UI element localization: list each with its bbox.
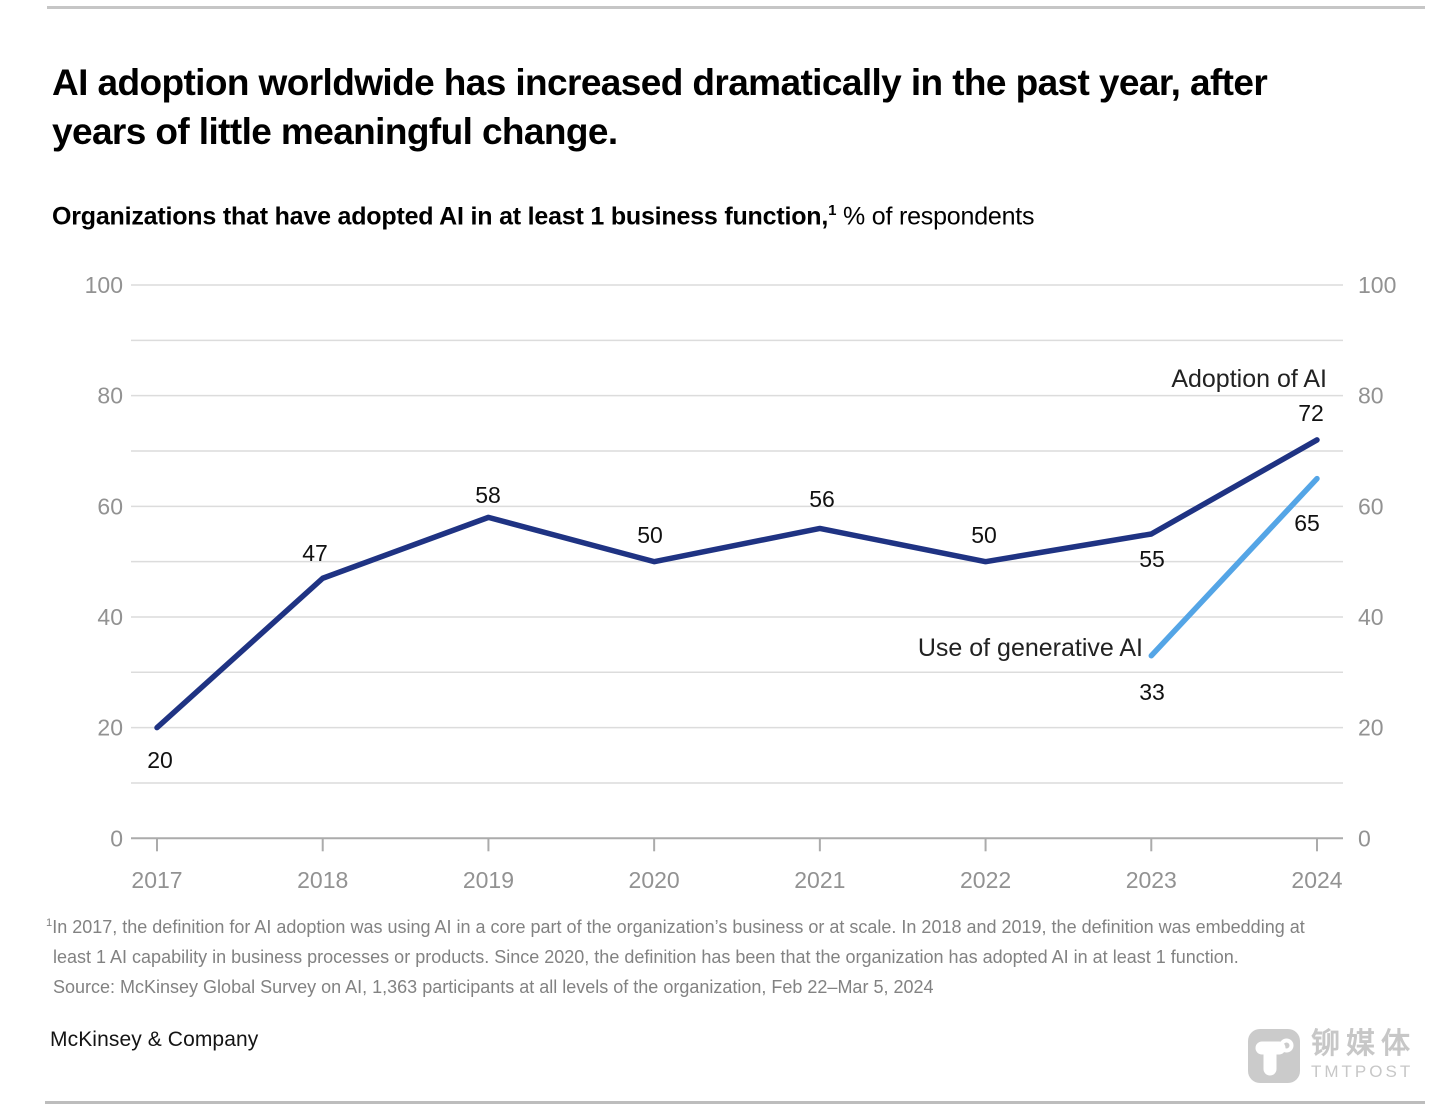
subtitle-bold: Organizations that have adopted AI in at…	[52, 202, 829, 231]
y-axis-label-left: 100	[85, 272, 123, 298]
y-axis-label-left: 80	[97, 383, 123, 409]
data-label: 50	[637, 522, 663, 548]
title-line-2: years of little meaningful change.	[52, 111, 618, 152]
y-axis-label-left: 0	[110, 825, 123, 851]
chart-subtitle: Organizations that have adopted AI in at…	[52, 202, 1402, 231]
data-label: 20	[147, 747, 173, 773]
data-label: 56	[809, 486, 835, 512]
x-axis-label: 2020	[629, 867, 680, 893]
footnote-marker: 1	[46, 917, 53, 929]
y-axis-label-left: 60	[97, 493, 123, 519]
y-axis-label-right: 100	[1358, 272, 1396, 298]
series-line-adoption-of-ai	[154, 437, 1320, 731]
footnote-line-2: least 1 AI capability in business proces…	[53, 947, 1239, 967]
data-label: 47	[302, 540, 328, 566]
subtitle-units: % of respondents	[836, 202, 1035, 231]
subtitle-footnote-marker: 1	[828, 202, 837, 219]
x-axis-label: 2021	[794, 867, 845, 893]
y-axis-label-right: 20	[1358, 715, 1384, 741]
footnote-line-1: 1In 2017, the definition for AI adoption…	[46, 917, 1305, 937]
mckinsey-brand-label: McKinsey & Company	[50, 1028, 259, 1051]
y-axis-label-right: 0	[1358, 825, 1371, 851]
tmtpost-watermark: 铆媒体 TMTPOST	[1248, 1029, 1416, 1083]
data-label: 58	[475, 482, 501, 508]
data-label: 55	[1139, 546, 1165, 572]
tmtpost-english-name: TMTPOST	[1311, 1062, 1414, 1081]
data-label: 72	[1298, 400, 1324, 426]
page-title: AI adoption worldwide has increased dram…	[52, 58, 1402, 156]
title-line-1: AI adoption worldwide has increased dram…	[52, 62, 1268, 103]
x-axis-label: 2018	[297, 867, 348, 893]
top-divider	[47, 6, 1425, 9]
data-label: 33	[1139, 679, 1165, 705]
x-axis-label: 2024	[1291, 867, 1342, 893]
x-axis-label: 2023	[1126, 867, 1177, 893]
bottom-divider	[45, 1101, 1425, 1104]
y-axis-label-left: 40	[97, 604, 123, 630]
tmtpost-logo-text: 铆媒体 TMTPOST	[1311, 1029, 1416, 1083]
x-axis-label: 2019	[463, 867, 514, 893]
y-axis-label-left: 20	[97, 715, 123, 741]
x-axis-label: 2022	[960, 867, 1011, 893]
footnote-line-3: Source: McKinsey Global Survey on AI, 1,…	[53, 977, 934, 997]
series-label: Adoption of AI	[1171, 365, 1327, 393]
data-label: 50	[971, 522, 997, 548]
series-line-use-of-generative-ai	[1148, 475, 1320, 659]
y-axis-label-right: 40	[1358, 604, 1384, 630]
y-axis-label-right: 80	[1358, 383, 1384, 409]
chart-footnote: 1In 2017, the definition for AI adoption…	[46, 908, 1406, 1002]
tmtpost-logo-icon	[1248, 1029, 1300, 1083]
x-axis-label: 2017	[131, 867, 182, 893]
data-label: 65	[1294, 510, 1320, 536]
y-axis-label-right: 60	[1358, 493, 1384, 519]
series-label: Use of generative AI	[918, 634, 1143, 662]
tmtpost-chinese-name: 铆媒体	[1311, 1028, 1417, 1060]
